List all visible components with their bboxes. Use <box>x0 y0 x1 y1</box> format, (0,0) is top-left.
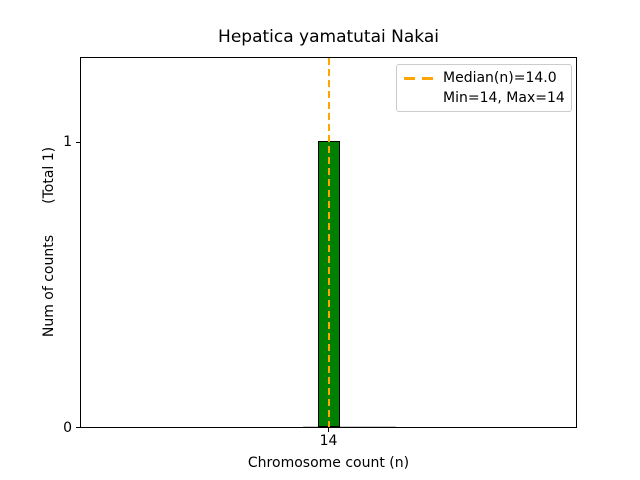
legend-median-label: Median(n)=14.0 <box>443 70 557 86</box>
chart-title: Hepatica yamatutai Nakai <box>218 27 439 47</box>
y-tick-label-1: 1 <box>63 134 72 150</box>
x-axis-label: Chromosome count (n) <box>247 455 410 471</box>
median-dashed-line <box>328 58 330 427</box>
legend-minmax-label: Min=14, Max=14 <box>443 90 565 106</box>
legend-box: Median(n)=14.0 Min=14, Max=14 <box>396 64 572 112</box>
y-tick-mark-0 <box>76 427 80 428</box>
y-tick-label-0: 0 <box>63 420 72 436</box>
y-axis-label: Num of counts (Total 1) <box>41 146 57 338</box>
x-tick-label-14: 14 <box>319 433 338 449</box>
legend-row-minmax: Min=14, Max=14 <box>404 89 565 107</box>
median-dashed-line-icon <box>404 76 434 80</box>
y-tick-mark-1 <box>76 142 80 143</box>
x-tick-mark-14 <box>328 428 329 432</box>
zero-count-baseline <box>303 426 396 427</box>
legend-row-median: Median(n)=14.0 <box>404 69 564 87</box>
plot-area: Median(n)=14.0 Min=14, Max=14 <box>80 57 577 428</box>
